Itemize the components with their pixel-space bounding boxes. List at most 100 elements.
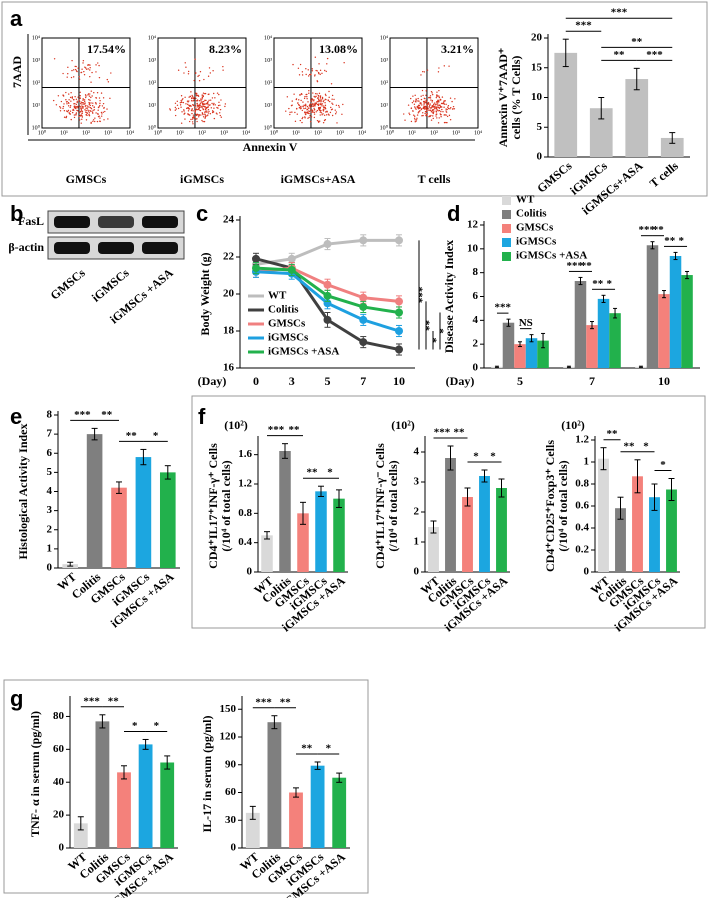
x-tick-label: 7 bbox=[589, 374, 595, 388]
y-axis-label: CD4⁺IL17⁺INF-γ⁻ Cells bbox=[373, 443, 387, 569]
flow-event bbox=[304, 116, 306, 118]
point bbox=[359, 293, 368, 302]
flow-event bbox=[317, 94, 320, 97]
flow-event bbox=[184, 96, 186, 98]
flow-event bbox=[59, 107, 62, 109]
percent-label: 17.54% bbox=[87, 42, 126, 56]
flow-event bbox=[83, 103, 86, 105]
flow-event bbox=[62, 105, 65, 108]
flow-event bbox=[420, 74, 422, 76]
flow-event bbox=[309, 99, 312, 101]
bar bbox=[462, 497, 473, 572]
flow-event bbox=[202, 120, 204, 123]
flow-event bbox=[100, 92, 103, 94]
flow-event bbox=[207, 108, 210, 111]
flow-event bbox=[97, 62, 99, 64]
flow-event bbox=[428, 106, 431, 108]
flow-tick: 10⁴ bbox=[380, 35, 388, 41]
flow-event bbox=[196, 102, 198, 105]
flow-event bbox=[442, 111, 444, 113]
point bbox=[395, 236, 403, 245]
flow-event bbox=[319, 96, 322, 98]
flow-event bbox=[420, 95, 422, 97]
x-axis-label: Annexin V bbox=[243, 140, 298, 154]
flow-event bbox=[315, 102, 317, 105]
error-bar bbox=[142, 738, 149, 750]
error-bar bbox=[617, 496, 624, 520]
flow-event bbox=[435, 115, 437, 117]
flow-event bbox=[79, 110, 82, 113]
flow-event bbox=[431, 93, 434, 96]
flow-event bbox=[424, 112, 426, 115]
flow-event bbox=[77, 107, 79, 109]
significance-label: ** bbox=[614, 49, 626, 61]
sample-label: T cells bbox=[418, 172, 451, 186]
flow-event bbox=[102, 102, 105, 105]
flow-event bbox=[327, 99, 330, 102]
flow-event bbox=[304, 95, 306, 98]
significance-label: * bbox=[132, 720, 138, 732]
flow-event bbox=[52, 99, 55, 102]
panel-letter: c bbox=[196, 201, 208, 226]
flow-event bbox=[302, 106, 304, 108]
flow-event bbox=[82, 103, 84, 105]
flow-event bbox=[314, 74, 316, 76]
significance-label: * bbox=[153, 430, 159, 442]
flow-event bbox=[176, 100, 179, 103]
flow-event bbox=[303, 107, 305, 110]
flow-event bbox=[198, 74, 200, 77]
error-bar bbox=[336, 489, 342, 508]
flow-event bbox=[224, 105, 226, 108]
y-tick-label: 20 bbox=[223, 288, 235, 300]
flow-event bbox=[89, 99, 91, 102]
x-axis-label: (Day) bbox=[198, 374, 227, 388]
flow-event bbox=[88, 103, 91, 106]
y-axis-label: Histological Activity Index bbox=[16, 424, 30, 560]
flow-event bbox=[338, 106, 341, 108]
flow-event bbox=[433, 110, 435, 112]
flow-event bbox=[443, 100, 445, 102]
bar bbox=[649, 497, 660, 572]
flow-event bbox=[196, 108, 198, 111]
flow-event bbox=[189, 105, 191, 107]
bar bbox=[245, 812, 260, 848]
y-tick-label: 0 bbox=[247, 566, 253, 578]
flow-event bbox=[182, 101, 185, 104]
significance-label: *** bbox=[255, 696, 272, 708]
flow-event bbox=[187, 73, 190, 75]
blot-band bbox=[54, 242, 90, 254]
flow-event bbox=[449, 108, 451, 110]
flow-event bbox=[318, 109, 321, 111]
flow-event bbox=[72, 76, 75, 78]
flow-tick: 10⁰ bbox=[264, 124, 273, 131]
flow-event bbox=[324, 69, 326, 72]
flow-event bbox=[296, 108, 298, 110]
error-bar bbox=[282, 443, 288, 459]
flow-event bbox=[82, 98, 84, 100]
significance-label: * bbox=[327, 467, 333, 479]
y-tick-label: 7 bbox=[47, 428, 53, 440]
flow-event bbox=[91, 71, 93, 74]
flow-event bbox=[316, 101, 318, 103]
flow-event bbox=[443, 121, 446, 124]
flow-event bbox=[198, 104, 200, 107]
flow-event bbox=[87, 64, 89, 66]
flow-event bbox=[294, 111, 296, 114]
flow-event bbox=[428, 96, 430, 99]
flow-tick: 10³ bbox=[148, 58, 156, 64]
flow-event bbox=[89, 93, 91, 95]
error-bar bbox=[481, 469, 488, 483]
x-tick-label: 10 bbox=[393, 374, 405, 388]
flow-event bbox=[429, 95, 432, 97]
flow-event bbox=[421, 115, 423, 117]
flow-event bbox=[70, 91, 72, 94]
flow-event bbox=[183, 72, 185, 74]
flow-event bbox=[431, 106, 433, 109]
y-axis-label: (/10⁴ of total cells) bbox=[386, 460, 400, 551]
y-tick-label: 90 bbox=[225, 758, 237, 770]
flow-event bbox=[216, 92, 219, 94]
flow-event bbox=[407, 104, 410, 106]
y-tick-label: 20 bbox=[53, 809, 65, 821]
error-bar bbox=[494, 365, 499, 368]
sample-label: iGMSCs+ASA bbox=[281, 172, 356, 186]
